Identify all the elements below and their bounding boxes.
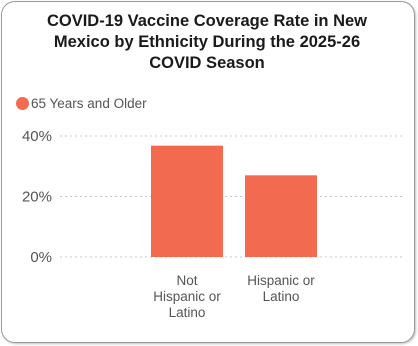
- x-tick-label-2: Hispanic or Latino: [247, 273, 315, 304]
- y-tick-label-0: 0%: [30, 249, 52, 266]
- x-tick-label-2-line-1: Hispanic or: [247, 273, 315, 288]
- chart-title-line-1: COVID-19 Vaccine Coverage Rate in New: [46, 12, 368, 30]
- y-tick-label-40: 40%: [22, 128, 52, 145]
- x-tick-label-1-line-1: Not: [176, 273, 197, 288]
- x-tick-label-1: Not Hispanic or Latino: [153, 273, 221, 320]
- x-tick-label-2-line-2: Latino: [263, 289, 300, 304]
- chart-title-line-3: COVID Season: [149, 54, 265, 72]
- bar-2[interactable]: [245, 175, 317, 257]
- bar-1[interactable]: [151, 145, 223, 257]
- chart-legend[interactable]: 65 Years and Older: [16, 94, 147, 112]
- x-tick-label-1-line-2: Hispanic or: [153, 289, 221, 304]
- legend-swatch-65-plus: [16, 96, 29, 110]
- y-tick-label-20: 20%: [22, 189, 52, 206]
- chart-title: COVID-19 Vaccine Coverage Rate in New Me…: [10, 11, 404, 74]
- legend-label-65-plus[interactable]: 65 Years and Older: [31, 95, 147, 111]
- x-tick-label-1-line-3: Latino: [169, 305, 206, 320]
- chart-title-line-2: Mexico by Ethnicity During the 2025-26: [53, 33, 361, 51]
